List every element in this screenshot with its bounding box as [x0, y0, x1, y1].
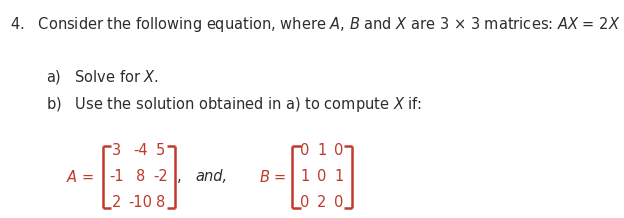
Text: b)   Use the solution obtained in a) to compute $\mathit{X}$ if:: b) Use the solution obtained in a) to co… [46, 95, 422, 114]
Text: 0: 0 [334, 143, 344, 158]
Text: a)   Solve for $\mathit{X}$.: a) Solve for $\mathit{X}$. [46, 68, 158, 85]
Text: 0: 0 [300, 195, 310, 210]
Text: 2: 2 [317, 195, 326, 210]
Text: -1: -1 [109, 169, 124, 184]
Text: -4: -4 [133, 143, 148, 158]
Text: $\mathit{A}$ =: $\mathit{A}$ = [66, 169, 94, 185]
Text: 0: 0 [334, 195, 344, 210]
Text: 8: 8 [156, 195, 165, 210]
Text: 4.   Consider the following equation, where $\mathit{A}$, $\mathit{B}$ and $\mat: 4. Consider the following equation, wher… [9, 15, 624, 34]
Text: 1: 1 [300, 169, 310, 184]
Text: 1: 1 [317, 143, 326, 158]
Text: 5: 5 [156, 143, 165, 158]
Text: ,: , [177, 169, 181, 184]
Text: 0: 0 [317, 169, 326, 184]
Text: 0: 0 [300, 143, 310, 158]
Text: and,: and, [195, 169, 228, 184]
Text: 2: 2 [112, 195, 121, 210]
Text: -2: -2 [154, 169, 168, 184]
Text: $\mathit{B}$ =: $\mathit{B}$ = [258, 169, 286, 185]
Text: 1: 1 [334, 169, 344, 184]
Text: -10: -10 [129, 195, 152, 210]
Text: 8: 8 [136, 169, 145, 184]
Text: 3: 3 [112, 143, 121, 158]
